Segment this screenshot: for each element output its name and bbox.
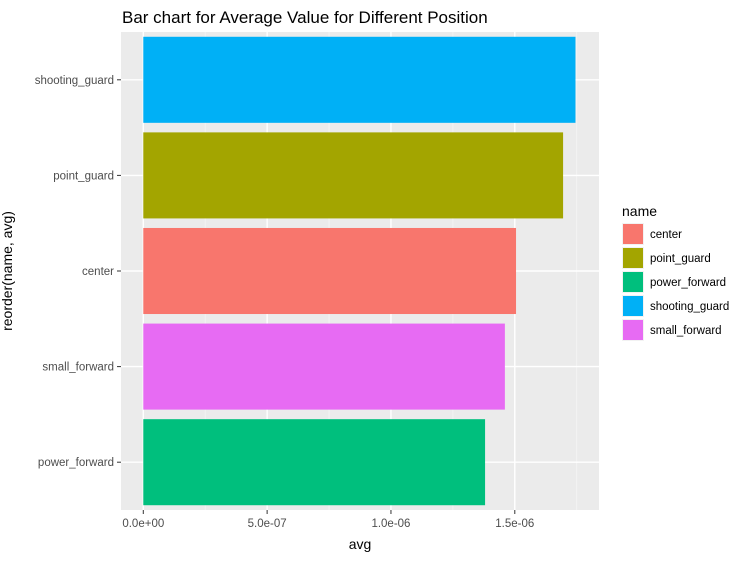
y-axis-label: reorder(name, avg) [0, 211, 15, 331]
bars [143, 36, 576, 506]
legend-swatch-small-forward [623, 320, 643, 340]
bar-small-forward [143, 323, 505, 410]
legend-swatch-center [623, 224, 643, 244]
bar-center [143, 227, 517, 315]
x-axis-label: avg [349, 536, 372, 552]
legend: name center point_guard power_forwardshoot… [622, 203, 729, 341]
x-tick-label: 0.0e+00 [122, 518, 164, 530]
y-tick-label: shooting_guard [35, 75, 114, 87]
legend-label: center [650, 229, 682, 241]
y-tick-label: center [82, 266, 114, 278]
x-tick-label: 1.0e-06 [371, 518, 410, 530]
legend-swatch-point-guard [623, 248, 643, 268]
x-tick-label: 1.5e-06 [495, 518, 534, 530]
legend-label: shooting_guard [650, 301, 729, 313]
legend-label: small_forward [650, 325, 722, 337]
x-tick-label: 5.0e-07 [248, 518, 287, 530]
legend-swatch-power-forward [623, 272, 643, 292]
y-axis-ticks: power_forward small_forward center point_gu… [35, 75, 121, 469]
legend-label: point_guard [650, 253, 711, 265]
y-tick-label: power_forward [38, 457, 114, 469]
legend-items: center point_guard power_forward shooting_g… [622, 223, 729, 341]
legend-swatch-shooting-guard [623, 296, 643, 316]
chart-title: Bar chart for Average Value for Differen… [122, 8, 488, 27]
y-tick-label: small_forward [42, 362, 114, 374]
legend-label: power_forward [650, 277, 726, 289]
bar-point-guard [143, 132, 564, 219]
bar-power-forward [143, 419, 486, 506]
y-tick-label: point_guard [53, 170, 114, 182]
x-axis-ticks: 0.0e+00 5.0e-07 1.0e-06 1.5e-06 [122, 510, 534, 530]
legend-title: name [622, 203, 657, 219]
bar-shooting-guard [143, 36, 576, 123]
